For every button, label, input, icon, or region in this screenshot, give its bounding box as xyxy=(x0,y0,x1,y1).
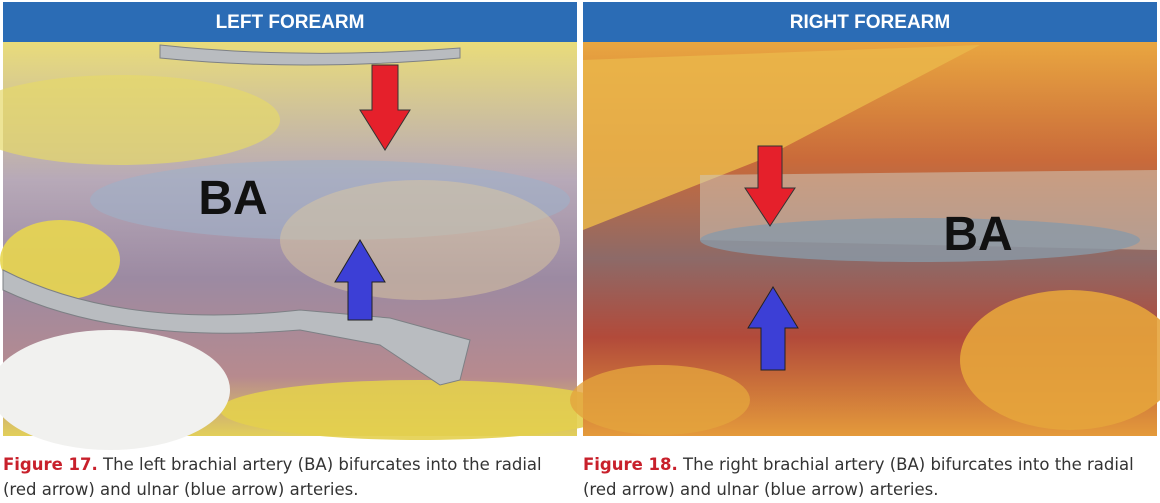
fat xyxy=(583,45,980,230)
fat xyxy=(220,380,620,440)
fat xyxy=(570,365,750,435)
left-figure: LEFT FOREARM BA xyxy=(0,2,620,450)
retractor xyxy=(159,44,461,66)
header: LEFT FOREARM xyxy=(216,12,365,33)
red-arrow xyxy=(359,64,411,151)
figure-label: Figure 18. xyxy=(583,455,678,474)
fat xyxy=(0,220,120,300)
glove xyxy=(0,330,230,450)
caption-text: The right brachial artery (BA) bifurcate… xyxy=(682,455,1134,474)
red-arrow xyxy=(744,145,796,227)
caption-text: The left brachial artery (BA) bifurcates… xyxy=(102,455,542,474)
tissue xyxy=(280,180,560,300)
photo-label: BA xyxy=(943,208,1012,261)
header: RIGHT FOREARM xyxy=(790,12,950,33)
artery xyxy=(700,218,1140,262)
caption-line: (red arrow) and ulnar (blue arrow) arter… xyxy=(583,480,938,499)
photo-label: BA xyxy=(198,172,267,225)
fat xyxy=(960,290,1160,430)
retractor xyxy=(2,269,471,386)
caption-line: Figure 18. The right brachial artery (BA… xyxy=(583,455,1134,474)
blue-arrow xyxy=(747,286,799,371)
caption-line: Figure 17. The left brachial artery (BA)… xyxy=(3,455,542,474)
header-bar xyxy=(3,2,577,42)
header-bar xyxy=(583,2,1157,42)
right-figure: RIGHT FOREARM BA xyxy=(570,2,1160,436)
blue-arrow xyxy=(334,239,386,321)
tissue xyxy=(0,75,280,165)
caption-line: (red arrow) and ulnar (blue arrow) arter… xyxy=(3,480,358,499)
figure-label: Figure 17. xyxy=(3,455,98,474)
